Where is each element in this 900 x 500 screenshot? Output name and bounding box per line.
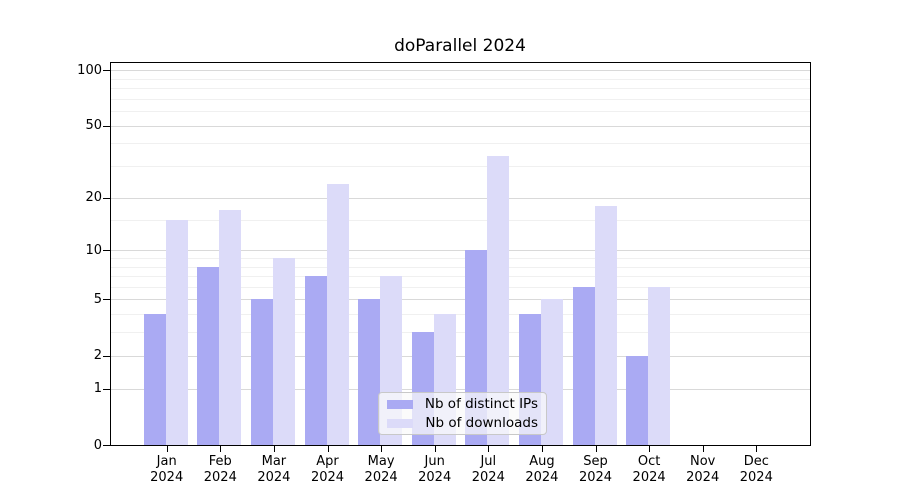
y-tick-0 <box>103 445 110 446</box>
legend-label-downloads: Nb of downloads <box>425 415 538 431</box>
x-tick-label-may: May 2024 <box>364 454 398 485</box>
major-gridline-20 <box>111 197 810 199</box>
major-gridline-5 <box>111 299 810 301</box>
major-gridline-100 <box>111 70 810 71</box>
minor-gridline-6 <box>111 286 810 288</box>
y-tick-100 <box>103 70 110 71</box>
bar-nb-of-downloads-oct <box>648 286 671 445</box>
major-gridline-1 <box>111 388 810 390</box>
chart-title: doParallel 2024 <box>394 36 526 56</box>
y-tick-20 <box>103 197 110 199</box>
x-tick-label-oct: Oct 2024 <box>632 454 666 485</box>
plot-border <box>110 62 811 446</box>
y-tick-10 <box>103 250 110 252</box>
legend-swatch-distinct-ips <box>387 399 413 409</box>
bar-nb-of-downloads-mar <box>272 257 295 445</box>
major-gridline-50 <box>111 125 810 127</box>
y-tick-label-0: 0 <box>93 437 102 453</box>
bar-nb-of-distinct-ips-feb <box>197 266 220 445</box>
bar-nb-of-distinct-ips-apr <box>304 276 327 445</box>
x-tick-oct <box>649 446 651 452</box>
bar-nb-of-downloads-jan <box>165 219 188 445</box>
x-tick-sep <box>595 446 597 452</box>
minor-gridline-8 <box>111 266 810 268</box>
minor-gridline-3 <box>111 332 810 334</box>
x-tick-dec <box>756 446 758 452</box>
bar-nb-of-distinct-ips-may <box>358 299 381 445</box>
y-tick-label-100: 100 <box>77 62 102 78</box>
legend-swatch-downloads <box>387 418 413 428</box>
y-tick-1 <box>103 388 110 390</box>
x-tick-label-feb: Feb 2024 <box>203 454 237 485</box>
x-tick-jul <box>488 446 490 452</box>
x-tick-label-sep: Sep 2024 <box>578 454 613 485</box>
minor-gridline-15 <box>111 219 810 221</box>
y-tick-label-2: 2 <box>93 348 102 364</box>
minor-gridline-9 <box>111 257 810 259</box>
y-tick-2 <box>103 355 110 357</box>
x-tick-may <box>381 446 383 452</box>
y-tick-label-1: 1 <box>93 381 102 397</box>
minor-gridline-4 <box>111 314 810 316</box>
legend-item-downloads: Nb of downloads <box>387 415 538 431</box>
legend: Nb of distinct IPs Nb of downloads <box>378 392 547 435</box>
minor-gridline-7 <box>111 276 810 277</box>
x-tick-apr <box>327 446 329 452</box>
y-tick-label-10: 10 <box>85 242 102 258</box>
major-gridline-2 <box>111 355 810 357</box>
minor-gridline-40 <box>111 143 810 145</box>
x-tick-label-nov: Nov 2024 <box>686 454 720 485</box>
minor-gridline-60 <box>111 111 810 112</box>
y-tick-label-50: 50 <box>85 118 102 133</box>
x-tick-jan <box>166 446 168 452</box>
x-tick-jun <box>434 446 436 452</box>
x-tick-label-dec: Dec 2024 <box>739 454 773 485</box>
bar-nb-of-downloads-jul <box>487 156 510 445</box>
y-tick-50 <box>103 125 110 127</box>
x-tick-label-mar: Mar 2024 <box>257 454 291 485</box>
legend-label-distinct-ips: Nb of distinct IPs <box>424 396 538 412</box>
legend-item-distinct-ips: Nb of distinct IPs <box>387 396 538 412</box>
x-tick-feb <box>220 446 222 452</box>
y-tick-label-5: 5 <box>93 291 102 307</box>
x-tick-label-jun: Jun 2024 <box>418 454 452 485</box>
x-tick-label-apr: Apr 2024 <box>310 454 345 485</box>
bar-nb-of-downloads-apr <box>326 183 349 445</box>
bar-nb-of-distinct-ips-jan <box>143 314 166 445</box>
x-tick-label-jan: Jan 2024 <box>150 454 184 485</box>
x-tick-label-jul: Jul 2024 <box>471 454 505 485</box>
x-tick-label-aug: Aug 2024 <box>525 454 559 485</box>
minor-gridline-70 <box>111 98 810 100</box>
bar-nb-of-distinct-ips-sep <box>572 286 595 445</box>
bar-nb-of-downloads-sep <box>594 205 617 445</box>
major-gridline-10 <box>111 250 810 252</box>
bar-nb-of-distinct-ips-oct <box>626 355 649 445</box>
bar-nb-of-downloads-feb <box>219 210 242 445</box>
x-tick-aug <box>541 446 543 452</box>
x-tick-mar <box>273 446 275 452</box>
minor-gridline-80 <box>111 87 810 89</box>
minor-gridline-30 <box>111 166 810 167</box>
y-tick-label-20: 20 <box>85 190 102 206</box>
y-tick-5 <box>103 299 110 301</box>
bar-nb-of-distinct-ips-mar <box>250 299 273 445</box>
minor-gridline-90 <box>111 78 810 80</box>
x-tick-nov <box>702 446 704 452</box>
